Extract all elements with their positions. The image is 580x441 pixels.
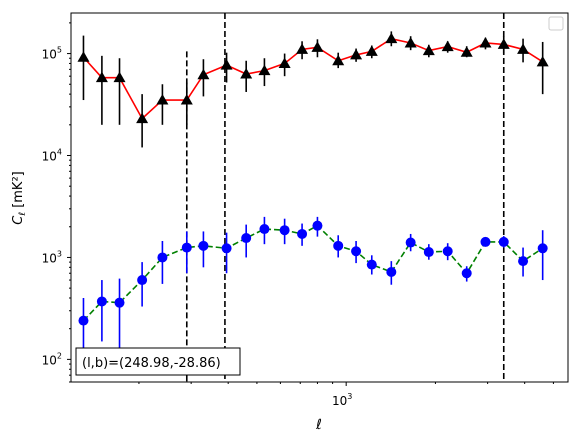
marker-circle-19 [442, 246, 453, 257]
plot-frame [70, 12, 569, 383]
marker-triangle-21 [479, 36, 492, 48]
marker-circle-3 [137, 275, 148, 286]
y-axis-label: Cℓ [mK²] [11, 171, 28, 224]
marker-circle-10 [279, 225, 290, 236]
marker-triangle-17 [404, 36, 417, 48]
marker-triangle-19 [441, 40, 454, 52]
marker-triangle-15 [365, 45, 378, 56]
marker-triangle-8 [240, 68, 253, 79]
marker-triangle-23 [517, 43, 530, 54]
marker-triangle-16 [385, 32, 398, 44]
marker-triangle-13 [332, 54, 345, 66]
x-axis-label: ℓ [315, 417, 322, 433]
marker-triangle-3 [136, 112, 149, 124]
marker-circle-0 [78, 315, 89, 326]
marker-circle-11 [297, 228, 308, 239]
marker-triangle-9 [258, 64, 271, 76]
marker-triangle-11 [296, 43, 309, 54]
marker-triangle-18 [422, 44, 435, 56]
marker-triangle-0 [77, 51, 90, 62]
legend-box [548, 16, 564, 31]
marker-circle-20 [461, 268, 472, 279]
marker-circle-2 [114, 297, 125, 308]
marker-triangle-5 [180, 94, 193, 105]
marker-circle-6 [198, 240, 209, 251]
marker-triangle-2 [113, 71, 126, 83]
marker-triangle-4 [156, 94, 169, 105]
marker-circle-13 [333, 240, 344, 251]
marker-circle-17 [405, 237, 416, 248]
marker-circle-22 [498, 236, 509, 247]
y-tick-label: 104 [42, 148, 62, 164]
y-tick-label: 105 [42, 46, 62, 62]
marker-circle-7 [221, 243, 232, 254]
marker-circle-1 [96, 296, 107, 307]
marker-triangle-10 [278, 57, 291, 68]
marker-triangle-6 [197, 68, 210, 80]
marker-circle-14 [351, 246, 362, 257]
marker-triangle-24 [536, 55, 549, 67]
marker-circle-16 [386, 266, 397, 277]
marker-triangle-7 [220, 59, 233, 70]
marker-circle-24 [537, 243, 548, 254]
axis-tick-labels: 102 103 104 105 103 [42, 46, 353, 408]
marker-circle-21 [480, 236, 491, 247]
x-tick-label: 103 [332, 392, 352, 408]
marker-triangle-1 [95, 71, 108, 83]
marker-triangle-14 [350, 48, 363, 60]
annotation-box [75, 347, 241, 376]
marker-circle-9 [259, 224, 270, 235]
y-tick-label: 103 [42, 249, 62, 265]
marker-circle-12 [312, 220, 323, 231]
marker-triangle-20 [460, 46, 473, 57]
marker-triangle-12 [311, 41, 324, 52]
axis-ticks [67, 22, 554, 386]
annotation-label: (l,b)=(248.98,-28.86) [82, 356, 221, 371]
marker-circle-23 [518, 256, 529, 267]
marker-circle-18 [423, 247, 434, 258]
y-tick-label: 102 [42, 351, 62, 367]
series-markers [77, 32, 549, 326]
marker-circle-5 [181, 242, 192, 253]
marker-triangle-22 [497, 38, 510, 49]
marker-circle-4 [157, 252, 168, 263]
marker-circle-15 [366, 259, 377, 270]
marker-circle-8 [241, 233, 252, 244]
